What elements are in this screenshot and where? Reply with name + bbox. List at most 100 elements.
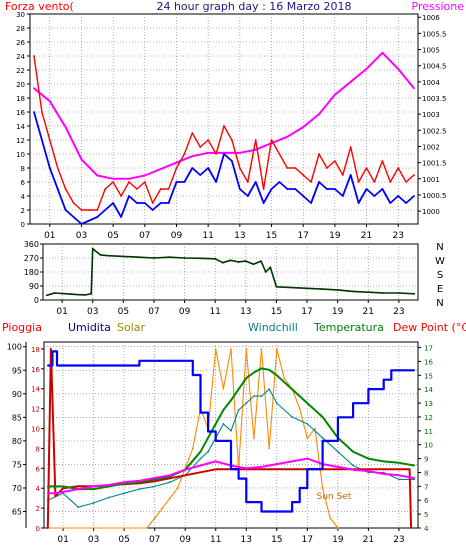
dewpoint-series-point: [214, 460, 217, 463]
windchill-series-point: [237, 409, 240, 411]
solar-series-point: [329, 517, 332, 519]
rain-series-point: [275, 468, 278, 471]
wind-series-point: [302, 174, 305, 176]
windchill-series-point: [245, 402, 248, 404]
temperature-series-point: [283, 381, 286, 384]
rain-axis-tick-label: 18: [31, 346, 40, 354]
x-tick-label: 15: [271, 307, 282, 317]
direction-series-point: [153, 257, 155, 259]
gust-series-point: [112, 202, 114, 204]
gust-series-point: [262, 202, 265, 204]
wind-axis-tick-label: 20: [16, 81, 25, 89]
direction-axis-tick-label: 270: [24, 254, 39, 263]
legend-windchill: Windchill: [248, 321, 298, 334]
wind-axis-tick-label: 2: [21, 207, 25, 215]
wind-series-point: [215, 153, 218, 155]
pressure-axis-tick-label: 1002.5: [422, 127, 447, 135]
direction-series-point: [168, 256, 171, 259]
x-tick-label: 17: [297, 231, 308, 241]
gust-series-point: [381, 188, 384, 190]
direction-series-point: [290, 286, 293, 289]
temperature-axis-tick-label: 6: [424, 497, 429, 505]
humidity-series-point: [77, 364, 80, 367]
solar-series-point: [214, 348, 217, 350]
humidity-series-point: [51, 350, 54, 353]
solar-series-point: [230, 348, 232, 350]
temperature-series-point: [268, 368, 271, 371]
dewpoint-series-point: [62, 491, 64, 493]
pressure-series-point: [159, 168, 162, 171]
dewpoint-series-point: [92, 485, 95, 488]
dewpoint-series-point: [398, 474, 400, 477]
windchill-series-point: [260, 395, 263, 397]
direction-series-point: [382, 292, 385, 294]
gust-series-point: [191, 167, 194, 169]
x-tick-label: 07: [149, 535, 160, 545]
solar-series-point: [283, 377, 286, 380]
wind-series-point: [318, 153, 320, 155]
wind-series-point: [405, 181, 407, 183]
windchill-series-point: [306, 423, 309, 425]
x-tick-label: 19: [329, 231, 341, 241]
wind-series-point: [349, 146, 352, 148]
rain-series-point: [214, 468, 217, 471]
dewpoint-series-point: [123, 481, 125, 484]
windchill-series-point: [92, 502, 95, 504]
wind-series-point: [238, 167, 241, 169]
gust-series-point: [128, 195, 130, 197]
wind-series-point: [254, 139, 257, 141]
humidity-series-line: [47, 350, 415, 513]
rain-series-point: [54, 495, 57, 498]
pressure-series-point: [112, 177, 114, 180]
windchill-series-point: [398, 478, 400, 481]
pressure-series-point: [238, 152, 241, 154]
temperature-series-point: [398, 461, 400, 464]
temperature-axis-tick-label: 17: [424, 345, 433, 353]
gust-series-point: [365, 188, 368, 190]
direction-series-point: [269, 266, 272, 269]
direction-series-point: [352, 290, 354, 293]
gust-series-point: [175, 181, 178, 183]
gust-series-point: [413, 195, 415, 197]
temperature-series-point: [260, 367, 263, 370]
dewpoint-series-point: [199, 464, 202, 467]
windchill-series-point: [352, 464, 354, 467]
pressure-series-point: [207, 152, 210, 154]
pressure-series: [33, 51, 415, 180]
direction-series-point: [107, 254, 109, 257]
x-tick-label: 09: [171, 231, 183, 241]
temperature-series-point: [275, 374, 278, 377]
rain-series-point: [260, 468, 263, 471]
gust-series-point: [373, 195, 376, 197]
windchill-series-point: [413, 478, 416, 481]
wind-series-point: [151, 202, 154, 204]
wind-series-point: [72, 202, 75, 204]
gust-series-point: [72, 216, 75, 218]
humidity-axis-tick-label: 95: [12, 366, 22, 375]
x-tick-label: 09: [179, 535, 191, 545]
pressure-series-point: [143, 174, 146, 177]
legend-temperature: Temperatura: [313, 321, 384, 334]
pressure-series-point: [318, 113, 320, 116]
x-tick-label: 23: [392, 231, 403, 241]
wind-axis-tick-label: 26: [16, 39, 25, 47]
dewpoint-series-point: [413, 477, 416, 479]
direction-series-point: [61, 292, 63, 295]
humidity-series-point: [92, 364, 95, 367]
dewpoint-series-point: [382, 473, 385, 475]
solar-series-point: [191, 447, 194, 450]
humidity-series-point: [191, 374, 194, 376]
direction-series-point: [275, 285, 278, 288]
rain-axis-tick-label: 14: [31, 386, 40, 394]
dewpoint-series-point: [260, 466, 263, 468]
rain-series-point: [50, 348, 52, 350]
pressure-axis-tick-label: 1005.5: [422, 30, 447, 38]
temperature-series-point: [382, 460, 385, 463]
direction-series-point: [199, 257, 201, 260]
humidity-series-point: [184, 359, 187, 362]
wind-series-point: [199, 146, 202, 148]
dewpoint-series-point: [367, 470, 370, 472]
gust-series-point: [286, 188, 289, 190]
temperature-axis-tick-label: 12: [424, 414, 433, 422]
direction-series-point: [214, 257, 217, 260]
